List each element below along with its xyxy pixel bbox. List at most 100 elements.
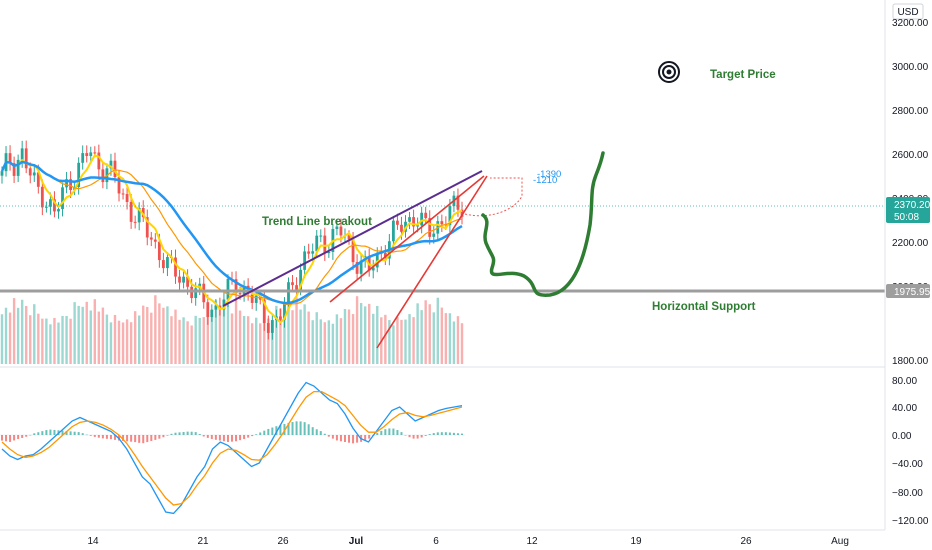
histogram-bar: [202, 435, 205, 437]
time-label: 21: [197, 536, 209, 547]
price-tick: 3200.00: [892, 18, 929, 29]
histogram-bar: [271, 427, 274, 435]
histogram-bar: [186, 431, 189, 435]
volume-bar: [81, 306, 84, 364]
histogram-bar: [5, 435, 8, 442]
histogram-bar: [339, 435, 342, 442]
volume-bar: [25, 305, 28, 364]
candle: [153, 233, 157, 249]
histogram-bar: [436, 432, 439, 435]
candle: [65, 171, 68, 194]
volume-bar: [412, 317, 415, 364]
support-price-tag: [886, 284, 930, 298]
volume-bar: [29, 315, 32, 364]
target-icon[interactable]: [658, 61, 680, 83]
annotation-target-price[interactable]: Target Price: [710, 69, 776, 81]
volume-bar: [460, 323, 464, 364]
candle: [319, 229, 323, 243]
candle: [24, 140, 28, 174]
volume-bar: [190, 325, 193, 364]
volume-bar: [416, 303, 419, 364]
time-label: 26: [740, 536, 752, 547]
indicator-pane: [0, 381, 465, 515]
volume-bar: [85, 301, 88, 364]
histogram-bar: [424, 435, 427, 436]
trend-line-steep[interactable]: [376, 175, 488, 349]
volume-bar: [388, 320, 391, 364]
volume-bar: [295, 297, 298, 364]
histogram-bar: [444, 432, 447, 435]
candle: [57, 202, 60, 219]
histogram-bar: [73, 431, 76, 435]
candle: [141, 200, 145, 222]
volume-bar: [287, 302, 290, 364]
trend-line-upper[interactable]: [222, 170, 483, 307]
histogram-bar: [65, 430, 68, 435]
volume-bar: [238, 310, 242, 364]
candle: [412, 209, 415, 234]
histogram-bar: [49, 429, 52, 435]
volume-bar: [154, 295, 157, 364]
volume-bar: [444, 313, 448, 364]
annotation-trend-line-breakout[interactable]: Trend Line breakout: [262, 216, 372, 228]
annotation-horizontal-support[interactable]: Horizontal Support: [652, 301, 756, 313]
volume-bar: [259, 323, 262, 364]
histogram-bar: [134, 435, 137, 443]
price-axis[interactable]: USD 3200.00 3000.00 2800.00 2600.00 2400…: [884, 0, 931, 530]
volume-bar: [61, 315, 64, 364]
candle: [206, 294, 210, 325]
histogram-bar: [214, 435, 217, 440]
support-price-value: 1975.95: [894, 287, 931, 298]
volume-bar: [384, 314, 387, 364]
volume-bar: [339, 318, 343, 364]
volume-bar: [408, 314, 411, 364]
candle: [178, 269, 181, 290]
candle: [137, 202, 141, 231]
currency-badge: [892, 3, 924, 20]
candle: [133, 215, 137, 229]
histogram-bar: [113, 435, 116, 440]
candle: [162, 252, 165, 274]
histogram-bar: [456, 433, 459, 435]
histogram-bar: [170, 433, 173, 435]
volume-bar: [129, 322, 133, 364]
histogram-bar: [440, 432, 443, 435]
histogram-bar: [9, 435, 12, 442]
histogram-bar: [109, 435, 112, 440]
candle: [81, 145, 85, 170]
histogram-bar: [206, 435, 209, 438]
histogram-bar: [432, 433, 435, 435]
candle: [125, 186, 129, 210]
histogram-bar: [428, 434, 431, 435]
volume-bar: [218, 308, 222, 364]
histogram-bar: [376, 433, 379, 435]
histogram-bar: [154, 435, 157, 440]
candle: [371, 259, 375, 279]
histogram-bar: [388, 428, 391, 435]
volume-bar: [57, 322, 60, 364]
trend-line-lower[interactable]: [329, 175, 485, 303]
volume-bar: [142, 305, 145, 364]
volume-bar: [16, 307, 20, 364]
histogram-bar: [452, 432, 455, 435]
volume-bar: [222, 299, 226, 364]
volume-bar: [327, 320, 331, 364]
volume-bar: [432, 312, 435, 364]
candle: [254, 289, 258, 311]
volume-bar: [121, 322, 125, 364]
volume-bar: [428, 304, 431, 364]
candle: [266, 315, 270, 340]
histogram-bar: [97, 435, 100, 438]
volume-bar: [311, 320, 314, 364]
time-axis[interactable]: 14 21 26 Jul 6 12 19 26 Aug: [0, 529, 885, 547]
histogram-bar: [416, 435, 419, 439]
volume-bar: [303, 304, 306, 364]
indicator-tick: −80.00: [892, 488, 923, 499]
volume-bar: [202, 317, 205, 364]
volume-bar: [226, 304, 230, 364]
moving-averages: [0, 154, 463, 324]
candle: [97, 144, 101, 178]
histogram-bar: [287, 422, 290, 435]
volume-bar: [359, 303, 363, 364]
